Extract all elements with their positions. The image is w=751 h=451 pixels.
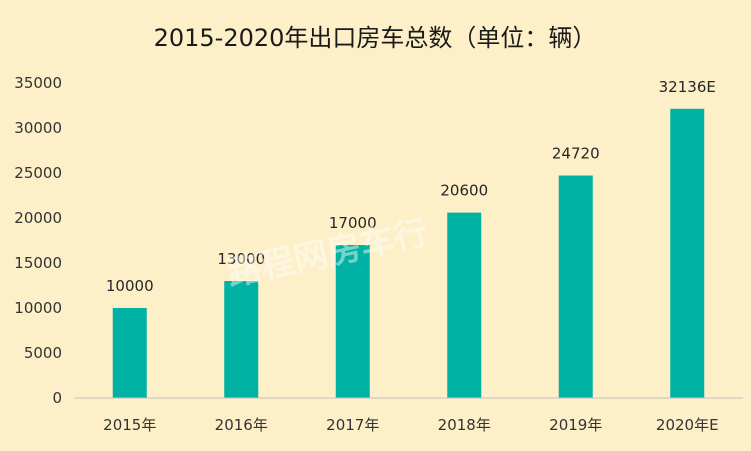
watermark: 路程网房车行 <box>224 213 432 295</box>
bar-value-label: 17000 <box>329 214 377 232</box>
bar <box>558 175 593 398</box>
data-labels: 10000 13000 17000 20600 24720 32136E <box>106 78 716 295</box>
y-tick-label: 0 <box>52 389 62 407</box>
bar-value-label: 13000 <box>217 250 265 268</box>
y-tick-label: 25000 <box>14 164 62 182</box>
bar <box>447 212 482 398</box>
y-tick-label: 15000 <box>14 254 62 272</box>
x-axis-ticks: 2015年 2016年 2017年 2018年 2019年 2020年E <box>103 416 718 434</box>
y-tick-label: 30000 <box>14 119 62 137</box>
bar <box>335 245 370 398</box>
y-tick-label: 20000 <box>14 209 62 227</box>
y-tick-label: 10000 <box>14 299 62 317</box>
bar-value-label: 24720 <box>552 145 600 163</box>
y-tick-label: 35000 <box>14 74 62 92</box>
bar <box>112 308 147 398</box>
x-tick-label: 2020年E <box>656 416 719 434</box>
x-tick-label: 2018年 <box>438 416 491 434</box>
bars <box>112 108 705 398</box>
y-axis-ticks: 0 5000 10000 15000 20000 25000 30000 35000 <box>14 74 62 407</box>
bar-value-label: 20600 <box>440 182 488 200</box>
x-tick-label: 2015年 <box>103 416 156 434</box>
bar <box>670 108 705 398</box>
x-tick-label: 2019年 <box>549 416 602 434</box>
chart-title: 2015-2020年出口房车总数（单位：辆） <box>154 24 597 52</box>
y-tick-label: 5000 <box>24 344 62 362</box>
bar-value-label: 10000 <box>106 277 154 295</box>
bar <box>224 281 259 398</box>
x-tick-label: 2016年 <box>215 416 268 434</box>
bar-value-label: 32136E <box>659 78 716 96</box>
x-tick-label: 2017年 <box>326 416 379 434</box>
